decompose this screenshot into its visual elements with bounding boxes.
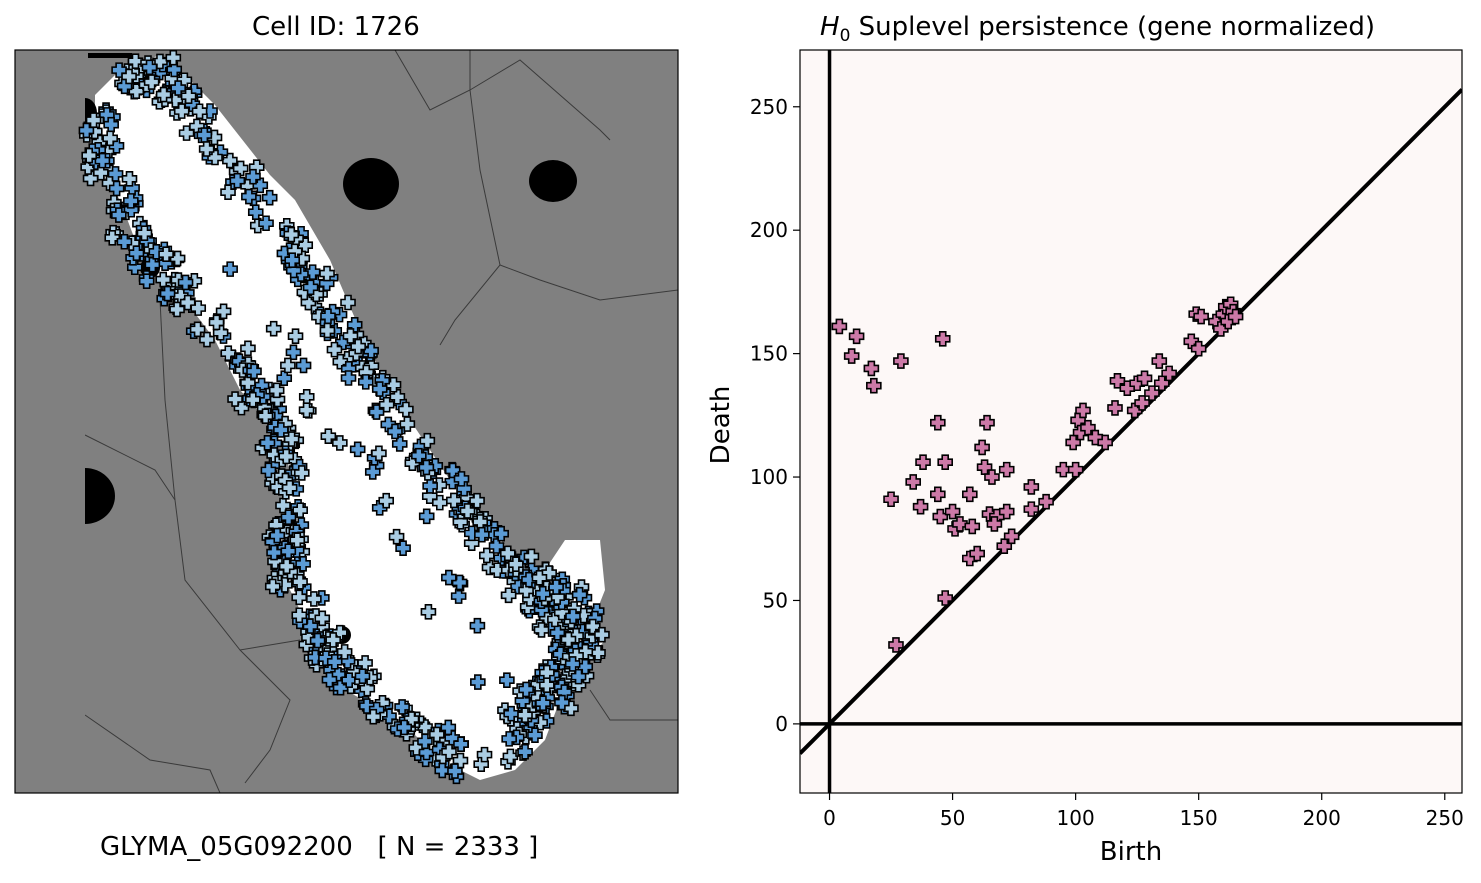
x-tick-label: 0: [823, 806, 836, 830]
left-panel-title: Cell ID: 1726: [252, 12, 420, 42]
y-tick-label: 100: [750, 465, 788, 489]
gene-caption: GLYMA_05G092200 [ N = 2333 ]: [100, 832, 539, 862]
persistence-point: [1144, 385, 1160, 401]
persistence-point: [1126, 402, 1143, 419]
y-tick-label: 50: [763, 588, 788, 612]
persistence-point: [1038, 493, 1054, 510]
persistence-point: [930, 486, 946, 503]
persistence-point: [915, 454, 931, 471]
persistence-point: [937, 590, 953, 606]
persistence-point: [843, 348, 860, 364]
persistence-point: [1065, 434, 1081, 451]
y-tick-label: 0: [775, 712, 788, 736]
persistence-point: [1134, 395, 1150, 411]
persistence-point: [937, 454, 953, 471]
persistence-title: H0 Suplevel persistence (gene normalized…: [820, 12, 1375, 46]
y-tick-label: 200: [750, 218, 788, 242]
persistence-point: [866, 377, 882, 394]
persistence-point: [1023, 479, 1040, 495]
persistence-point: [974, 439, 990, 456]
persistence-point: [888, 637, 904, 653]
persistence-point: [912, 498, 929, 515]
persistence-point: [848, 328, 865, 345]
persistence-point: [962, 486, 978, 503]
persistence-point: [1075, 402, 1091, 419]
persistence-point: [969, 545, 985, 562]
persistence-point: [1023, 501, 1040, 517]
persistence-point: [1153, 375, 1170, 392]
persistence-point: [1193, 308, 1209, 325]
y-axis-label: Death: [706, 386, 736, 465]
x-tick-label: 50: [940, 806, 965, 830]
persistence-point: [1161, 365, 1177, 382]
persistence-point: [986, 516, 1003, 532]
persistence-point: [964, 518, 981, 535]
persistence-point: [1151, 353, 1168, 369]
persistence-point: [1003, 528, 1020, 545]
persistence-point: [893, 353, 909, 369]
y-tick-label: 250: [750, 95, 788, 119]
persistence-point: [1107, 400, 1123, 416]
persistence-point: [1136, 370, 1153, 387]
title-italic: H: [820, 12, 840, 42]
persistence-point: [979, 414, 995, 431]
persistence-point: [1097, 434, 1113, 451]
title-subscript: 0: [839, 26, 851, 47]
persistence-point: [952, 516, 968, 532]
persistence-point: [1055, 461, 1072, 478]
persistence-point: [831, 318, 848, 335]
title-rest: Suplevel persistence (gene normalized): [850, 12, 1375, 42]
x-tick-label: 250: [1426, 806, 1464, 830]
persistence-point: [984, 469, 1000, 485]
persistence-point: [944, 503, 961, 520]
persistence-point: [998, 503, 1015, 520]
persistence-point: [1067, 461, 1084, 478]
x-axis-label: Birth: [1100, 837, 1162, 867]
y-tick-label: 150: [750, 342, 788, 366]
persistence-point: [930, 414, 946, 431]
persistence-point: [883, 491, 899, 508]
persistence-point: [1227, 308, 1244, 325]
persistence-point: [1213, 321, 1229, 337]
persistence-point: [996, 538, 1013, 554]
diagonal-line: [800, 88, 1462, 755]
x-tick-label: 100: [1057, 806, 1095, 830]
persistence-point: [905, 474, 922, 490]
x-tick-label: 150: [1180, 806, 1218, 830]
persistence-point: [932, 508, 949, 525]
persistence-point: [934, 331, 951, 347]
persistence-point: [1190, 340, 1207, 357]
x-tick-label: 200: [1303, 806, 1341, 830]
persistence-point: [998, 461, 1015, 478]
persistence-point: [863, 360, 880, 377]
